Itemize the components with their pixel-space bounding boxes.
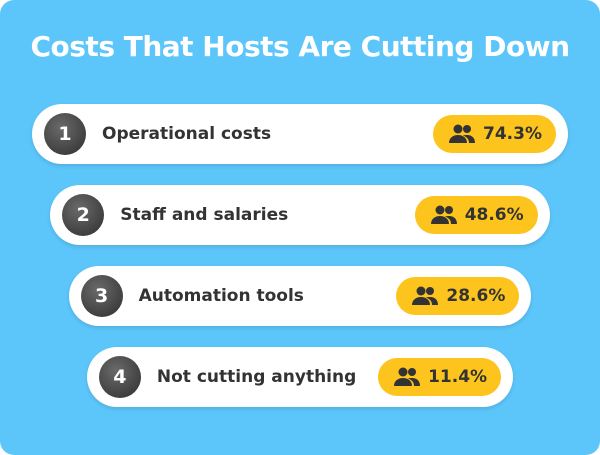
item-label: Not cutting anything — [156, 367, 357, 387]
value-label: 74.3% — [483, 124, 542, 144]
list-item: 3 Automation tools 28.6% — [68, 266, 532, 326]
rank-badge: 1 — [44, 113, 86, 155]
people-icon — [430, 205, 457, 224]
value-label: 48.6% — [464, 205, 524, 225]
value-badge: 28.6% — [396, 277, 520, 315]
people-icon — [412, 286, 439, 305]
people-icon — [449, 124, 475, 143]
item-label: Automation tools — [138, 286, 304, 306]
rank-badge: 4 — [98, 356, 141, 398]
list-item: 1 Operational costs 74.3% — [32, 104, 568, 164]
rank-badge: 2 — [62, 194, 105, 236]
value-badge: 74.3% — [433, 115, 556, 153]
rank-badge: 3 — [80, 275, 123, 317]
value-label: 28.6% — [446, 286, 506, 306]
people-icon — [394, 367, 421, 386]
item-label: Operational costs — [102, 124, 272, 144]
value-label: 11.4% — [428, 367, 488, 387]
value-badge: 11.4% — [378, 358, 502, 396]
list-item: 2 Staff and salaries 48.6% — [50, 185, 550, 245]
title: Costs That Hosts Are Cutting Down — [30, 30, 570, 63]
value-badge: 48.6% — [414, 196, 538, 234]
list-item: 4 Not cutting anything 11.4% — [86, 347, 514, 407]
item-label: Staff and salaries — [120, 205, 289, 225]
